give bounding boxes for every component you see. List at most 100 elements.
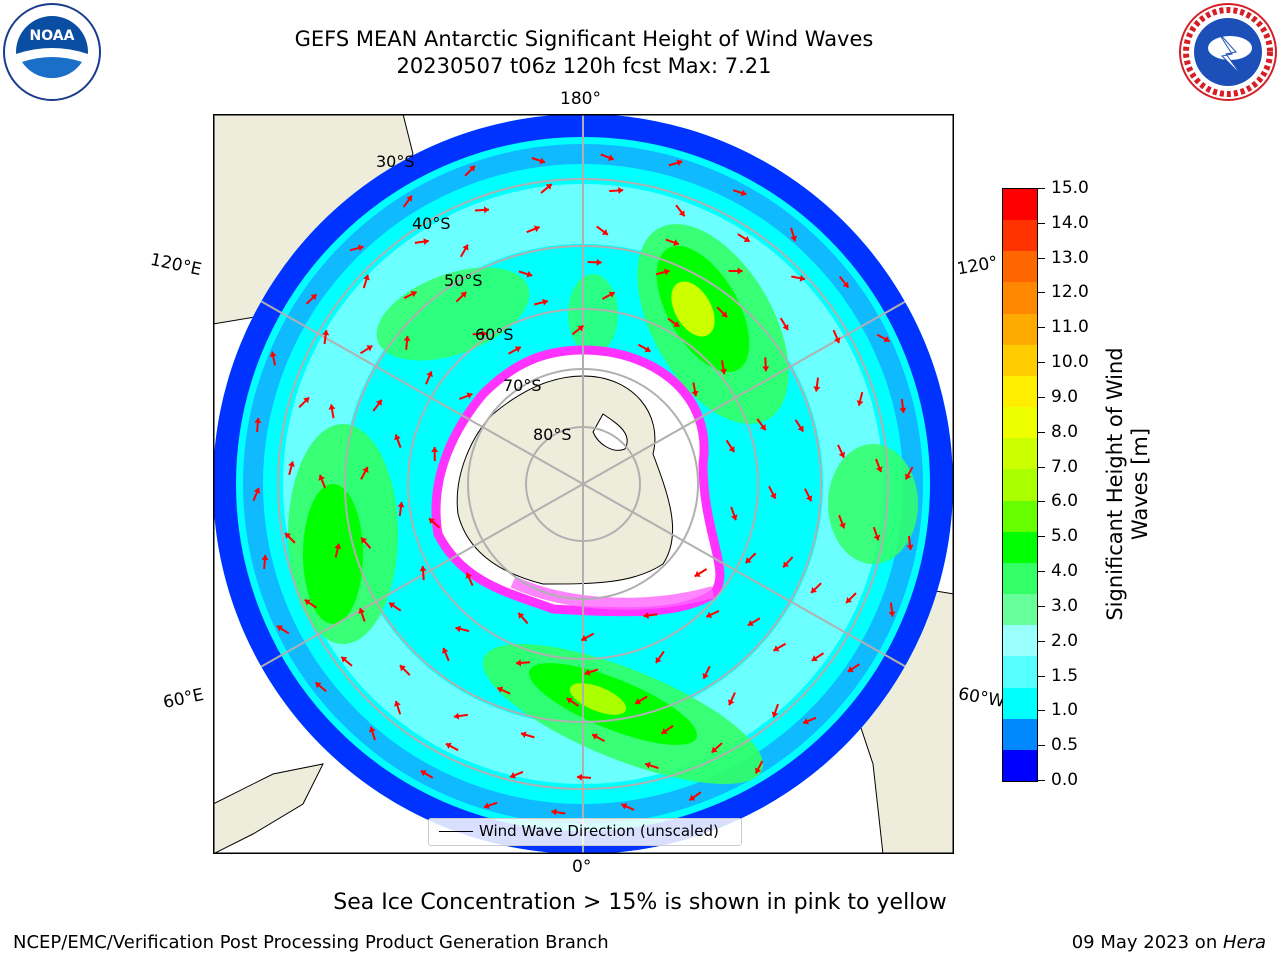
wave-direction-arrowhead — [771, 711, 779, 718]
wave-direction-arrowhead — [592, 733, 599, 740]
wave-direction-arrowhead — [847, 666, 854, 673]
wave-direction-arrowhead — [811, 655, 818, 662]
lat-label-40s: 40°S — [412, 214, 451, 233]
colorbar-tick — [1038, 258, 1045, 259]
wave-direction-arrowhead — [322, 330, 330, 336]
wave-direction-arrowhead — [315, 682, 322, 689]
lat-label-80s: 80°S — [533, 425, 572, 444]
lon-label-120w: 120° — [955, 252, 1000, 280]
wave-direction-arrowhead — [483, 206, 489, 214]
wave-direction-arrowhead — [743, 236, 750, 242]
wave-direction-arrowhead — [431, 447, 439, 452]
colorbar-tick — [1038, 327, 1045, 328]
wave-direction-arrowhead — [426, 371, 433, 378]
wave-direction-arrowhead — [691, 390, 699, 397]
wave-direction-arrowhead — [253, 487, 261, 494]
chart-title: GEFS MEAN Antarctic Significant Height o… — [294, 27, 874, 51]
wave-direction-arrowhead — [888, 611, 896, 617]
wave-direction-arrowhead — [811, 586, 818, 593]
map-legend: Wind Wave Direction (unscaled) — [428, 818, 742, 846]
wave-direction-arrowhead — [462, 244, 469, 251]
colorbar-segment — [1003, 656, 1037, 688]
wave-direction-arrowhead — [328, 404, 336, 410]
wave-direction-arrowhead — [728, 446, 735, 453]
wave-direction-arrowhead — [711, 746, 718, 753]
wave-direction-arrowhead — [545, 184, 552, 190]
colorbar-segment — [1003, 532, 1037, 563]
wave-direction-arrowhead — [856, 400, 864, 406]
wave-direction-arrowhead — [445, 742, 452, 749]
wave-direction-arrowhead — [269, 351, 277, 358]
wave-direction-arrowhead — [846, 597, 852, 603]
wave-direction-arrowhead — [318, 474, 325, 481]
colorbar-tick — [1038, 467, 1045, 468]
wave-direction-arrowhead — [526, 270, 533, 278]
wave-direction-arrowhead — [799, 274, 806, 282]
wave-direction-arrowhead — [423, 238, 429, 246]
wave-direction-arrowhead — [759, 424, 766, 431]
colorbar-tick — [1038, 676, 1045, 677]
colorbar-tick-label: 2.0 — [1051, 631, 1079, 651]
wave-direction-arrowhead — [740, 189, 747, 197]
wave-direction-arrowhead — [770, 492, 777, 499]
wave-direction-arrowhead — [706, 611, 713, 619]
colorbar-segment — [1003, 469, 1037, 501]
wave-direction-arrowhead — [481, 330, 487, 338]
wave-direction-arrowhead — [276, 625, 283, 632]
colorbar-segment — [1003, 501, 1037, 532]
wave-direction-arrowhead — [419, 566, 427, 572]
wave-direction-arrowhead — [608, 154, 614, 161]
wave-direction-arrowhead — [601, 229, 608, 235]
lon-label-60w: 60°W — [956, 684, 1007, 712]
colorbar-tick-label: 12.0 — [1051, 282, 1089, 302]
colorbar-tick — [1038, 362, 1045, 363]
wave-direction-arrowhead — [303, 397, 310, 404]
colorbar-tick — [1038, 571, 1045, 572]
wave-direction-arrowhead — [875, 466, 883, 473]
wave-direction-arrowhead — [676, 159, 683, 167]
wave-direction-arrowhead — [635, 698, 642, 705]
wave-direction-arrowhead — [358, 608, 365, 614]
lon-label-0: 0° — [572, 857, 592, 877]
wave-direction-arrowhead — [727, 699, 735, 706]
footer-credit: NCEP/EMC/Verification Post Processing Pr… — [13, 932, 609, 953]
wave-direction-arrowhead — [304, 599, 311, 606]
wave-direction-arrowhead — [576, 773, 583, 781]
wave-direction-arrowhead — [783, 561, 790, 568]
wave-direction-arrowhead — [469, 165, 475, 172]
colorbar-segment — [1003, 314, 1037, 345]
colorbar-tick-label: 5.0 — [1051, 526, 1079, 546]
wave-direction-arrowhead — [754, 767, 762, 774]
wave-direction-arrowhead — [673, 239, 679, 246]
wave-direction-arrowhead — [773, 645, 780, 652]
wave-direction-arrowhead — [357, 244, 364, 252]
wave-direction-arrowhead — [655, 656, 662, 663]
footer-date-text: 09 May 2023 on — [1071, 932, 1223, 953]
colorbar-tick — [1038, 780, 1045, 781]
wave-direction-arrowhead — [366, 345, 373, 352]
wave-direction-arrowhead — [510, 772, 516, 779]
lat-label-50s: 50°S — [444, 271, 483, 290]
chart-subtitle: 20230507 t06z 120h fcst Max: 7.21 — [396, 54, 772, 78]
australia-landmass — [213, 763, 324, 854]
wave-direction-arrowhead — [645, 761, 651, 769]
colorbar-tick — [1038, 501, 1045, 502]
wave-direction-arrowhead — [797, 425, 804, 432]
lat-label-30s: 30°S — [376, 152, 415, 171]
wave-direction-arrowhead — [813, 386, 821, 392]
wave-direction-arrowhead — [520, 731, 527, 739]
colorbar-segment — [1003, 376, 1037, 407]
wave-direction-arrowhead — [737, 267, 743, 275]
wave-direction-arrowhead — [533, 225, 540, 233]
wave-direction-arrowhead — [577, 325, 584, 332]
wave-direction-arrowhead — [394, 434, 401, 441]
colorbar-tick — [1038, 397, 1045, 398]
noaa-logo: NOAA — [3, 3, 101, 101]
colorbar-segment — [1003, 719, 1037, 750]
wave-direction-arrowhead — [542, 298, 548, 306]
polar-map — [213, 114, 954, 854]
colorbar-tick-label: 3.0 — [1051, 596, 1079, 616]
wave-direction-arrowhead — [515, 659, 522, 667]
colorbar-tick-label: 15.0 — [1051, 178, 1089, 198]
colorbar-tick-label: 1.0 — [1051, 700, 1079, 720]
